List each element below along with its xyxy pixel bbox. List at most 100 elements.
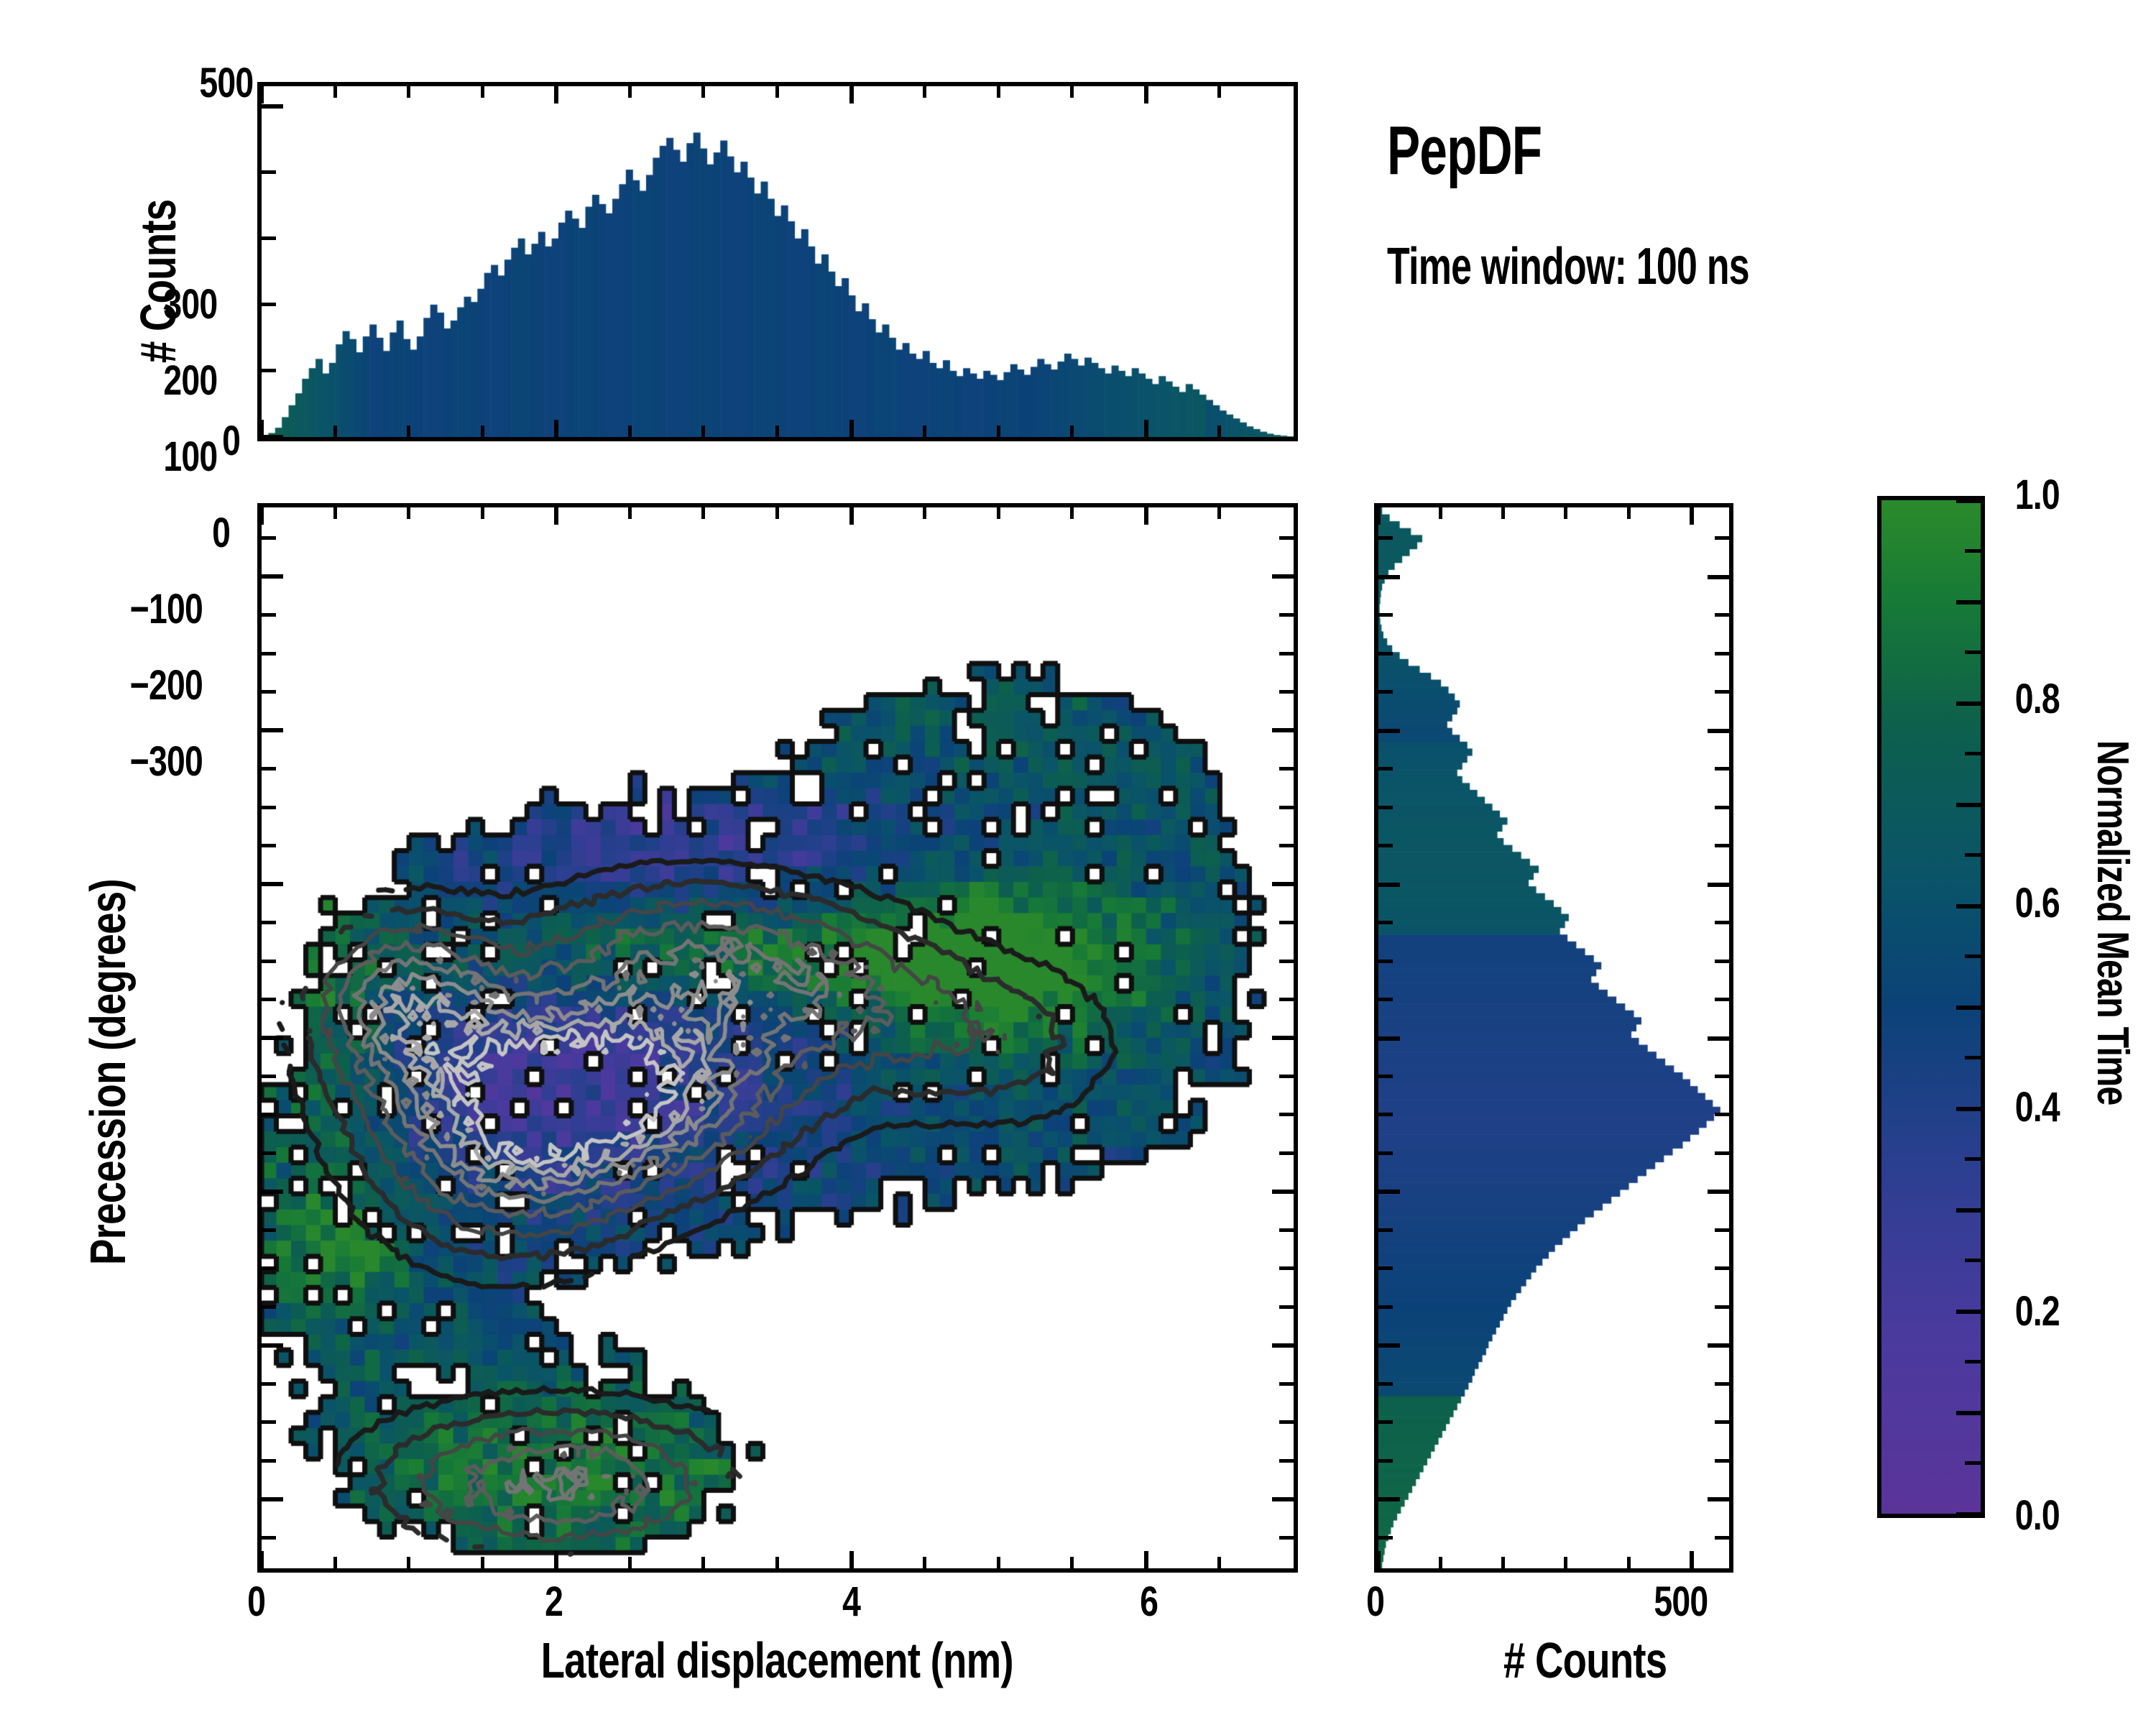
main-xtick-6: 6	[1140, 1578, 1158, 1625]
colorbar-tick	[1965, 1157, 1981, 1161]
right-ytick-right	[1708, 1497, 1729, 1502]
cbar-tick-0-4: 0.4	[2014, 1084, 2060, 1131]
right-ytick-right	[1715, 767, 1729, 771]
top-marginal-panel	[257, 82, 1298, 441]
right-ytick-right	[1715, 1228, 1729, 1232]
top-ytick-minor	[262, 369, 276, 373]
right-xtick-minor-top	[1626, 507, 1631, 519]
top-xtick-minor-top	[333, 86, 337, 98]
right-ytick-right	[1715, 1151, 1729, 1155]
top-ytick-minor	[262, 170, 276, 175]
colorbar-label: Normalized Mean Time	[2088, 740, 2137, 1105]
main-xtick-minor-top	[627, 507, 632, 519]
top-xtick-major	[554, 420, 559, 437]
main-ytick-200: 200	[163, 357, 218, 404]
main-ytick-minor-right	[1279, 767, 1294, 771]
main-ytick-minor-right	[1279, 805, 1294, 809]
top-xtick-minor	[923, 426, 927, 437]
main-ytick-neg100: −100	[129, 586, 203, 632]
top-ytick-minor	[262, 303, 276, 307]
main-ytick-major	[262, 574, 283, 579]
top-ytick-minor	[262, 236, 276, 241]
right-ytick-right	[1715, 1535, 1729, 1540]
right-ytick-right	[1715, 1420, 1729, 1425]
main-ytick-minor-right	[1279, 690, 1294, 694]
main-xtick-2: 2	[545, 1578, 563, 1625]
right-ytick	[1378, 1343, 1400, 1348]
main-ytick-minor	[262, 1305, 276, 1309]
main-ytick-minor-right	[1279, 844, 1294, 848]
main-ytick-neg200: −200	[129, 662, 203, 709]
colorbar-tick	[1956, 1309, 1981, 1314]
right-ytick-right	[1715, 651, 1729, 656]
right-ytick-right	[1715, 921, 1729, 925]
cbar-tick-0-2: 0.2	[2014, 1288, 2060, 1335]
main-xtick-minor-top	[775, 507, 779, 519]
cbar-tick-0-8: 0.8	[2014, 676, 2060, 722]
main-ytick-minor-right	[1279, 998, 1294, 1002]
main-ytick-minor	[262, 1420, 276, 1425]
right-ytick-right	[1715, 613, 1729, 617]
right-ytick-right	[1708, 882, 1729, 887]
right-ytick	[1378, 536, 1393, 540]
right-ytick-right	[1708, 1190, 1729, 1195]
right-ytick	[1378, 882, 1400, 887]
top-histogram-canvas	[262, 86, 1294, 437]
top-xtick-minor	[333, 426, 337, 437]
main-heatmap-panel	[257, 503, 1298, 1573]
right-ytick	[1378, 767, 1393, 771]
top-xtick-minor	[1070, 426, 1074, 437]
right-ytick	[1378, 805, 1393, 809]
right-ytick-right	[1715, 690, 1729, 694]
right-ytick	[1378, 1381, 1393, 1386]
main-ytick-minor	[262, 613, 276, 617]
main-xtick-minor-top	[1217, 507, 1222, 519]
top-xtick-minor-top	[1070, 86, 1074, 98]
right-ytick	[1378, 998, 1393, 1002]
main-xtick-minor	[923, 1557, 927, 1568]
right-ytick-right	[1708, 1036, 1729, 1041]
main-ytick-minor-right	[1279, 1420, 1294, 1425]
right-xtick-500: 500	[1654, 1578, 1708, 1625]
main-ytick-major	[262, 1343, 283, 1348]
top-xtick-minor-top	[627, 86, 632, 98]
right-xtick-major	[1689, 1551, 1694, 1568]
main-ytick-minor	[262, 1458, 276, 1463]
main-ytick-minor-right	[1279, 1228, 1294, 1232]
main-ytick-minor	[262, 1228, 276, 1232]
colorbar-tick	[1956, 701, 1981, 706]
main-xtick-minor	[775, 1557, 779, 1568]
main-ytick-major	[262, 1189, 283, 1194]
main-xtick-minor	[333, 1557, 337, 1568]
right-ytick-right	[1715, 844, 1729, 848]
colorbar-tick	[1965, 1360, 1981, 1363]
main-ytick-minor	[262, 805, 276, 809]
right-ytick	[1378, 1228, 1393, 1232]
main-xtick-minor	[480, 1557, 484, 1568]
main-ytick-minor	[262, 1151, 276, 1155]
right-ytick	[1378, 613, 1393, 617]
right-ytick	[1378, 844, 1393, 848]
main-xtick-0: 0	[247, 1578, 266, 1625]
main-xtick-major-top	[259, 507, 264, 525]
main-xtick-minor	[701, 1557, 706, 1568]
right-ytick-right	[1708, 728, 1729, 733]
colorbar-tick	[1965, 1056, 1981, 1059]
right-histogram-canvas	[1378, 507, 1729, 1568]
main-xtick-minor	[996, 1557, 1000, 1568]
right-ytick-right	[1715, 959, 1729, 963]
main-xtick-minor-top	[923, 507, 927, 519]
right-ytick	[1378, 1074, 1393, 1078]
heatmap-canvas	[262, 507, 1294, 1568]
top-xtick-minor	[480, 426, 484, 437]
main-ytick-minor	[262, 767, 276, 771]
main-ytick-minor	[262, 690, 276, 694]
top-ytick-major	[262, 435, 283, 439]
main-ytick-major-right	[1272, 1496, 1294, 1501]
main-ytick-major	[262, 1496, 283, 1501]
colorbar-tick	[1965, 752, 1981, 755]
main-ytick-0: 0	[212, 510, 231, 556]
right-ytick-right	[1708, 1343, 1729, 1348]
main-ytick-minor	[262, 959, 276, 963]
colorbar-tick	[1956, 1106, 1981, 1111]
